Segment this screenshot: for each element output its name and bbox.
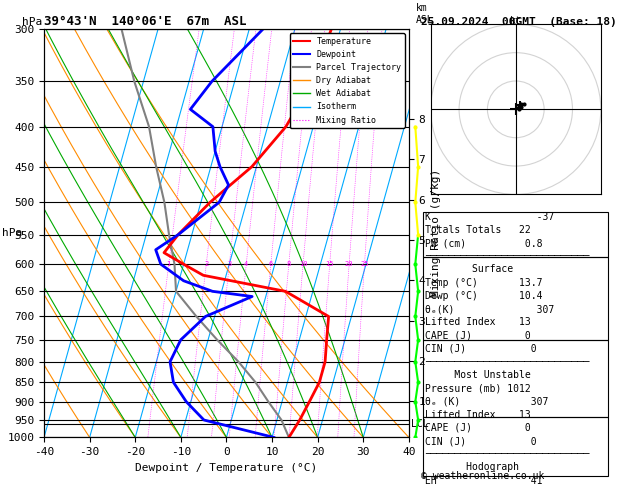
Text: 15: 15 — [325, 261, 334, 267]
Text: 25.09.2024  00GMT  (Base: 18): 25.09.2024 00GMT (Base: 18) — [421, 17, 617, 27]
Text: 3: 3 — [227, 261, 231, 267]
Text: hPa: hPa — [2, 228, 22, 238]
Text: © weatheronline.co.uk: © weatheronline.co.uk — [421, 471, 545, 481]
Text: hPa: hPa — [22, 17, 42, 27]
Y-axis label: Mixing Ratio (g/kg): Mixing Ratio (g/kg) — [431, 169, 441, 297]
Text: 4: 4 — [244, 261, 248, 267]
Legend: Temperature, Dewpoint, Parcel Trajectory, Dry Adiabat, Wet Adiabat, Isotherm, Mi: Temperature, Dewpoint, Parcel Trajectory… — [290, 34, 404, 128]
Text: LCL: LCL — [411, 418, 429, 429]
Text: 1: 1 — [167, 261, 171, 267]
X-axis label: Dewpoint / Temperature (°C): Dewpoint / Temperature (°C) — [135, 463, 318, 473]
Text: 2: 2 — [204, 261, 208, 267]
Text: K                  -37
Totals Totals   22
PW (cm)          0.8
─────────────────: K -37 Totals Totals 22 PW (cm) 0.8 ─────… — [425, 212, 590, 486]
Text: 8: 8 — [287, 261, 291, 267]
Text: 6: 6 — [269, 261, 273, 267]
Text: 25: 25 — [360, 261, 369, 267]
Text: 20: 20 — [345, 261, 353, 267]
Text: km
ASL: km ASL — [416, 3, 434, 25]
Text: 10: 10 — [299, 261, 308, 267]
X-axis label: kt: kt — [510, 17, 521, 26]
Text: 39°43'N  140°06'E  67m  ASL: 39°43'N 140°06'E 67m ASL — [44, 15, 247, 28]
